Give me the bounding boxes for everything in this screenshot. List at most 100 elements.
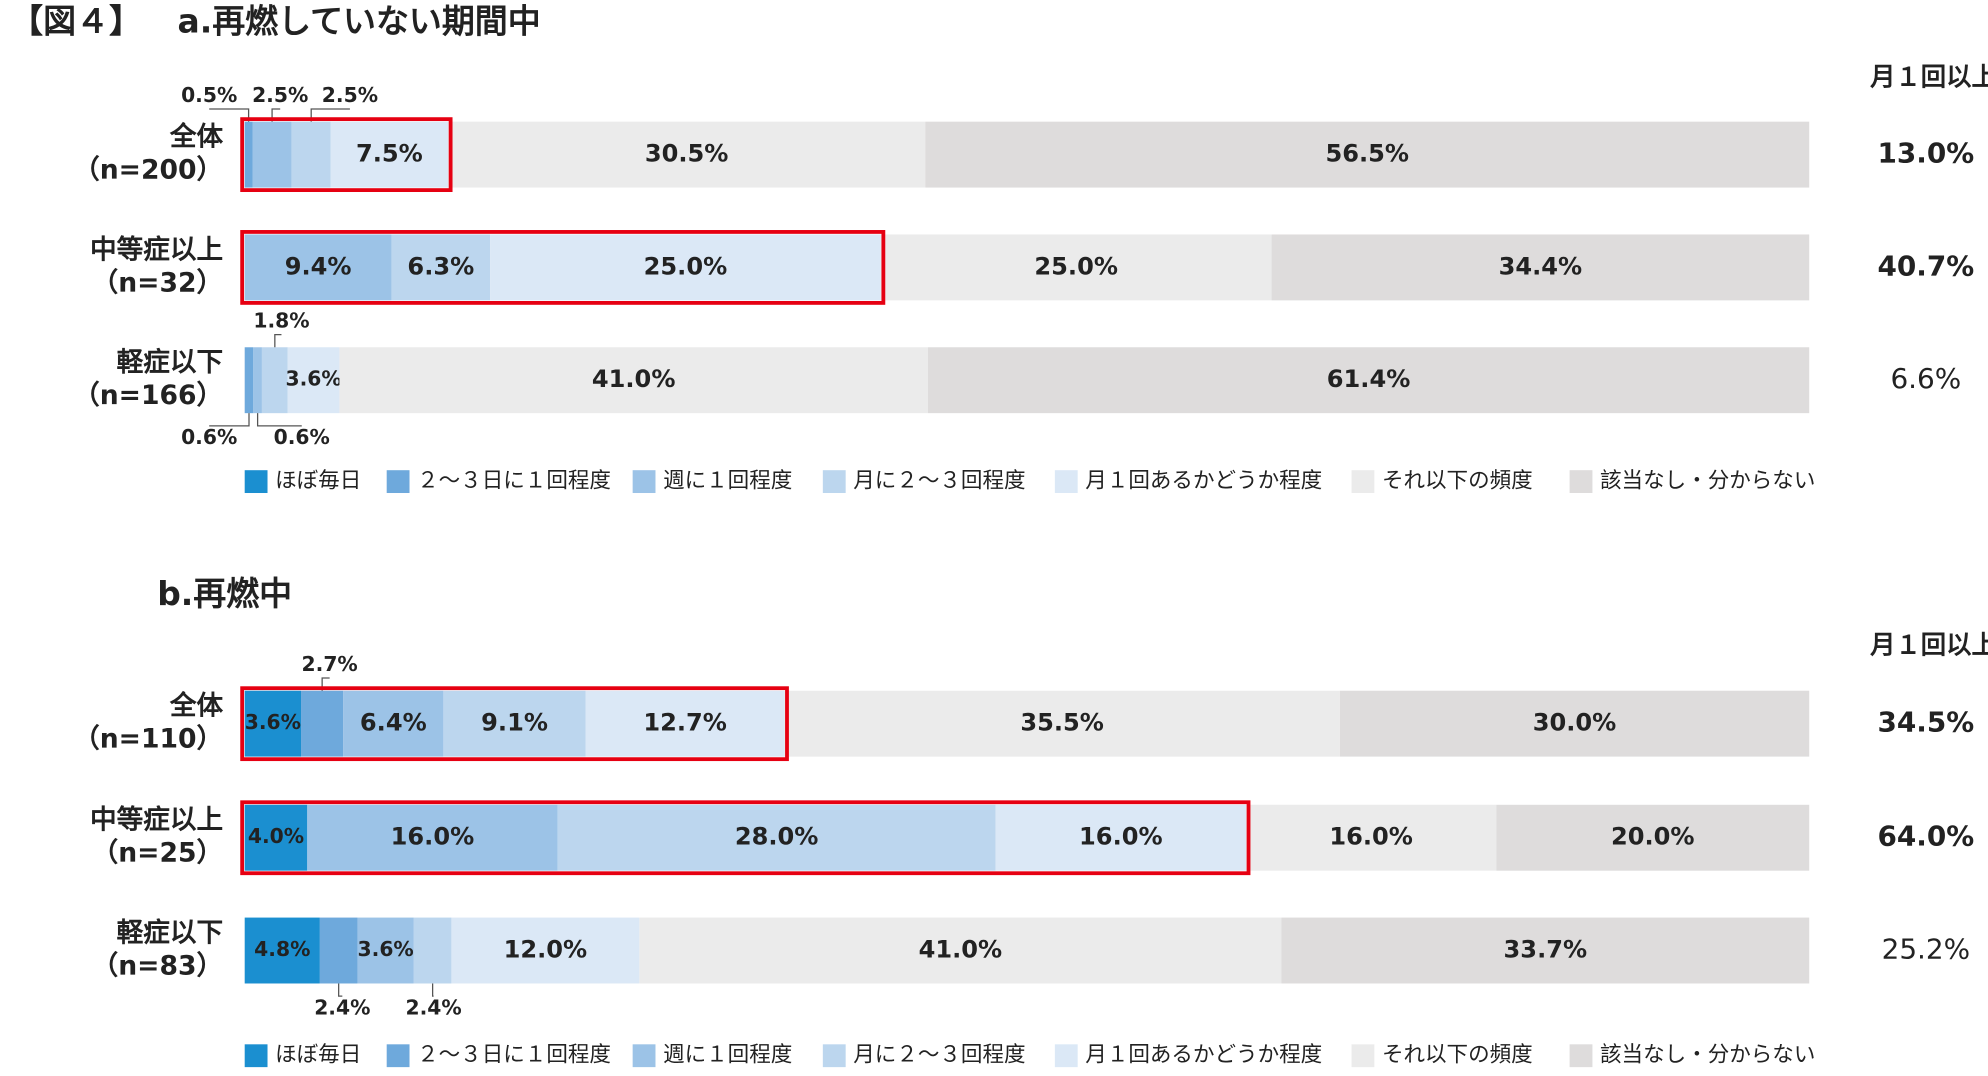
- value-label: 1.8%: [253, 308, 309, 332]
- value-label: 2.5%: [252, 83, 308, 107]
- category-label: 全体: [169, 122, 224, 153]
- value-label: 6.4%: [360, 709, 427, 737]
- bar-segment: [443, 690, 586, 757]
- legend-label: 月に２～３回程度: [853, 1043, 1025, 1068]
- bar-segment: [244, 347, 254, 414]
- bar-segment: [357, 917, 414, 984]
- value-label: 4.0%: [248, 824, 304, 848]
- bar-segment: [244, 917, 320, 984]
- callout-line: [274, 333, 282, 348]
- bar-segment: [925, 121, 1810, 188]
- monthly-header: 月１回以上: [1869, 629, 1988, 659]
- bar-segment: [291, 121, 331, 188]
- category-label: （n=32）: [92, 267, 224, 298]
- value-label: 0.5%: [181, 83, 237, 107]
- bar-segment: [287, 347, 340, 414]
- monthly-value: 6.6%: [1890, 362, 1961, 395]
- bar-segment: [244, 690, 302, 757]
- legend-label: ほぼ毎日: [275, 1043, 361, 1068]
- category-label: 中等症以上: [90, 234, 223, 265]
- value-label: 3.6%: [285, 367, 341, 391]
- category-label: （n=25）: [92, 838, 224, 869]
- chart-title: a.再燃していない期間中: [178, 1, 541, 40]
- value-label: 41.0%: [592, 365, 676, 393]
- legend-swatch: [1569, 470, 1593, 494]
- legend-label: ほぼ毎日: [275, 469, 361, 494]
- legend-swatch: [822, 470, 846, 494]
- highlight-box: [240, 230, 886, 305]
- legend-swatch: [244, 470, 268, 494]
- chart-title: b.再燃中: [157, 574, 292, 613]
- value-label: 25.0%: [1034, 252, 1118, 280]
- monthly-value: 34.5%: [1878, 706, 1975, 739]
- value-label: 0.6%: [274, 425, 330, 449]
- legend-swatch: [1054, 1044, 1078, 1068]
- highlight-box: [240, 686, 789, 762]
- bar-segment: [451, 917, 640, 984]
- monthly-header: 月１回以上: [1869, 62, 1988, 92]
- monthly-value: 25.2%: [1882, 933, 1971, 966]
- value-label: 33.7%: [1504, 936, 1588, 964]
- bar-segment: [330, 121, 449, 188]
- legend-swatch: [386, 470, 410, 494]
- value-label: 41.0%: [919, 936, 1003, 964]
- value-label: 0.6%: [181, 425, 237, 449]
- bar-segment: [927, 347, 1810, 414]
- callout-line: [256, 413, 302, 427]
- bar-segment: [1339, 690, 1810, 757]
- value-label: 20.0%: [1611, 823, 1695, 851]
- value-label: 7.5%: [356, 140, 423, 168]
- legend-label: ２～３日に１回程度: [417, 1043, 611, 1068]
- value-label: 30.5%: [645, 140, 729, 168]
- value-label: 34.4%: [1499, 252, 1583, 280]
- category-label: 中等症以上: [90, 805, 223, 836]
- category-label: （n=166）: [73, 380, 223, 411]
- legend-label: 該当なし・分からない: [1600, 469, 1815, 494]
- value-label: 61.4%: [1327, 365, 1411, 393]
- bar-segment: [343, 690, 444, 757]
- bar-segment: [1245, 804, 1497, 871]
- bar-segment: [995, 804, 1246, 871]
- value-label: 56.5%: [1325, 140, 1409, 168]
- value-label: 16.0%: [1079, 823, 1163, 851]
- category-label: 全体: [169, 691, 224, 722]
- value-label: 2.4%: [405, 995, 461, 1019]
- legend-swatch: [1569, 1044, 1593, 1068]
- bar-segment: [557, 804, 996, 871]
- monthly-value: 64.0%: [1878, 820, 1975, 853]
- legend-swatch: [386, 1044, 410, 1068]
- bar-segment: [339, 347, 928, 414]
- legend-label: 該当なし・分からない: [1600, 1043, 1815, 1068]
- figure-label: 【図４】: [10, 1, 142, 40]
- monthly-value: 13.0%: [1878, 137, 1975, 170]
- category-label: （n=110）: [73, 724, 223, 755]
- bar-segment: [413, 917, 452, 984]
- bar-segment: [391, 234, 491, 301]
- legend-label: 月に２～３回程度: [853, 469, 1025, 494]
- bar-segment: [490, 234, 881, 301]
- bar-segment: [244, 234, 392, 301]
- legend-swatch: [632, 470, 656, 494]
- bar-segment: [307, 804, 558, 871]
- legend-label: 月１回あるかどうか程度: [1085, 1043, 1322, 1068]
- bar-segment: [253, 347, 262, 414]
- value-label: 16.0%: [391, 823, 475, 851]
- value-label: 3.6%: [358, 937, 414, 961]
- value-label: 2.4%: [314, 995, 370, 1019]
- bar-segment: [784, 690, 1340, 757]
- callout-line: [431, 983, 434, 997]
- legend-swatch: [632, 1044, 656, 1068]
- bar-segment: [244, 121, 253, 188]
- category-label: 軽症以下: [117, 918, 223, 949]
- value-label: 2.5%: [322, 83, 378, 107]
- bar-segment: [448, 121, 926, 188]
- value-label: 3.6%: [245, 710, 301, 734]
- value-label: 35.5%: [1020, 709, 1104, 737]
- bar-segment: [1496, 804, 1810, 871]
- highlight-box: [240, 800, 1251, 876]
- bar-segment: [1281, 917, 1810, 984]
- legend-label: それ以下の頻度: [1382, 1043, 1533, 1068]
- legend-swatch: [1054, 470, 1078, 494]
- value-label: 16.0%: [1329, 823, 1413, 851]
- category-label: 軽症以下: [117, 347, 223, 378]
